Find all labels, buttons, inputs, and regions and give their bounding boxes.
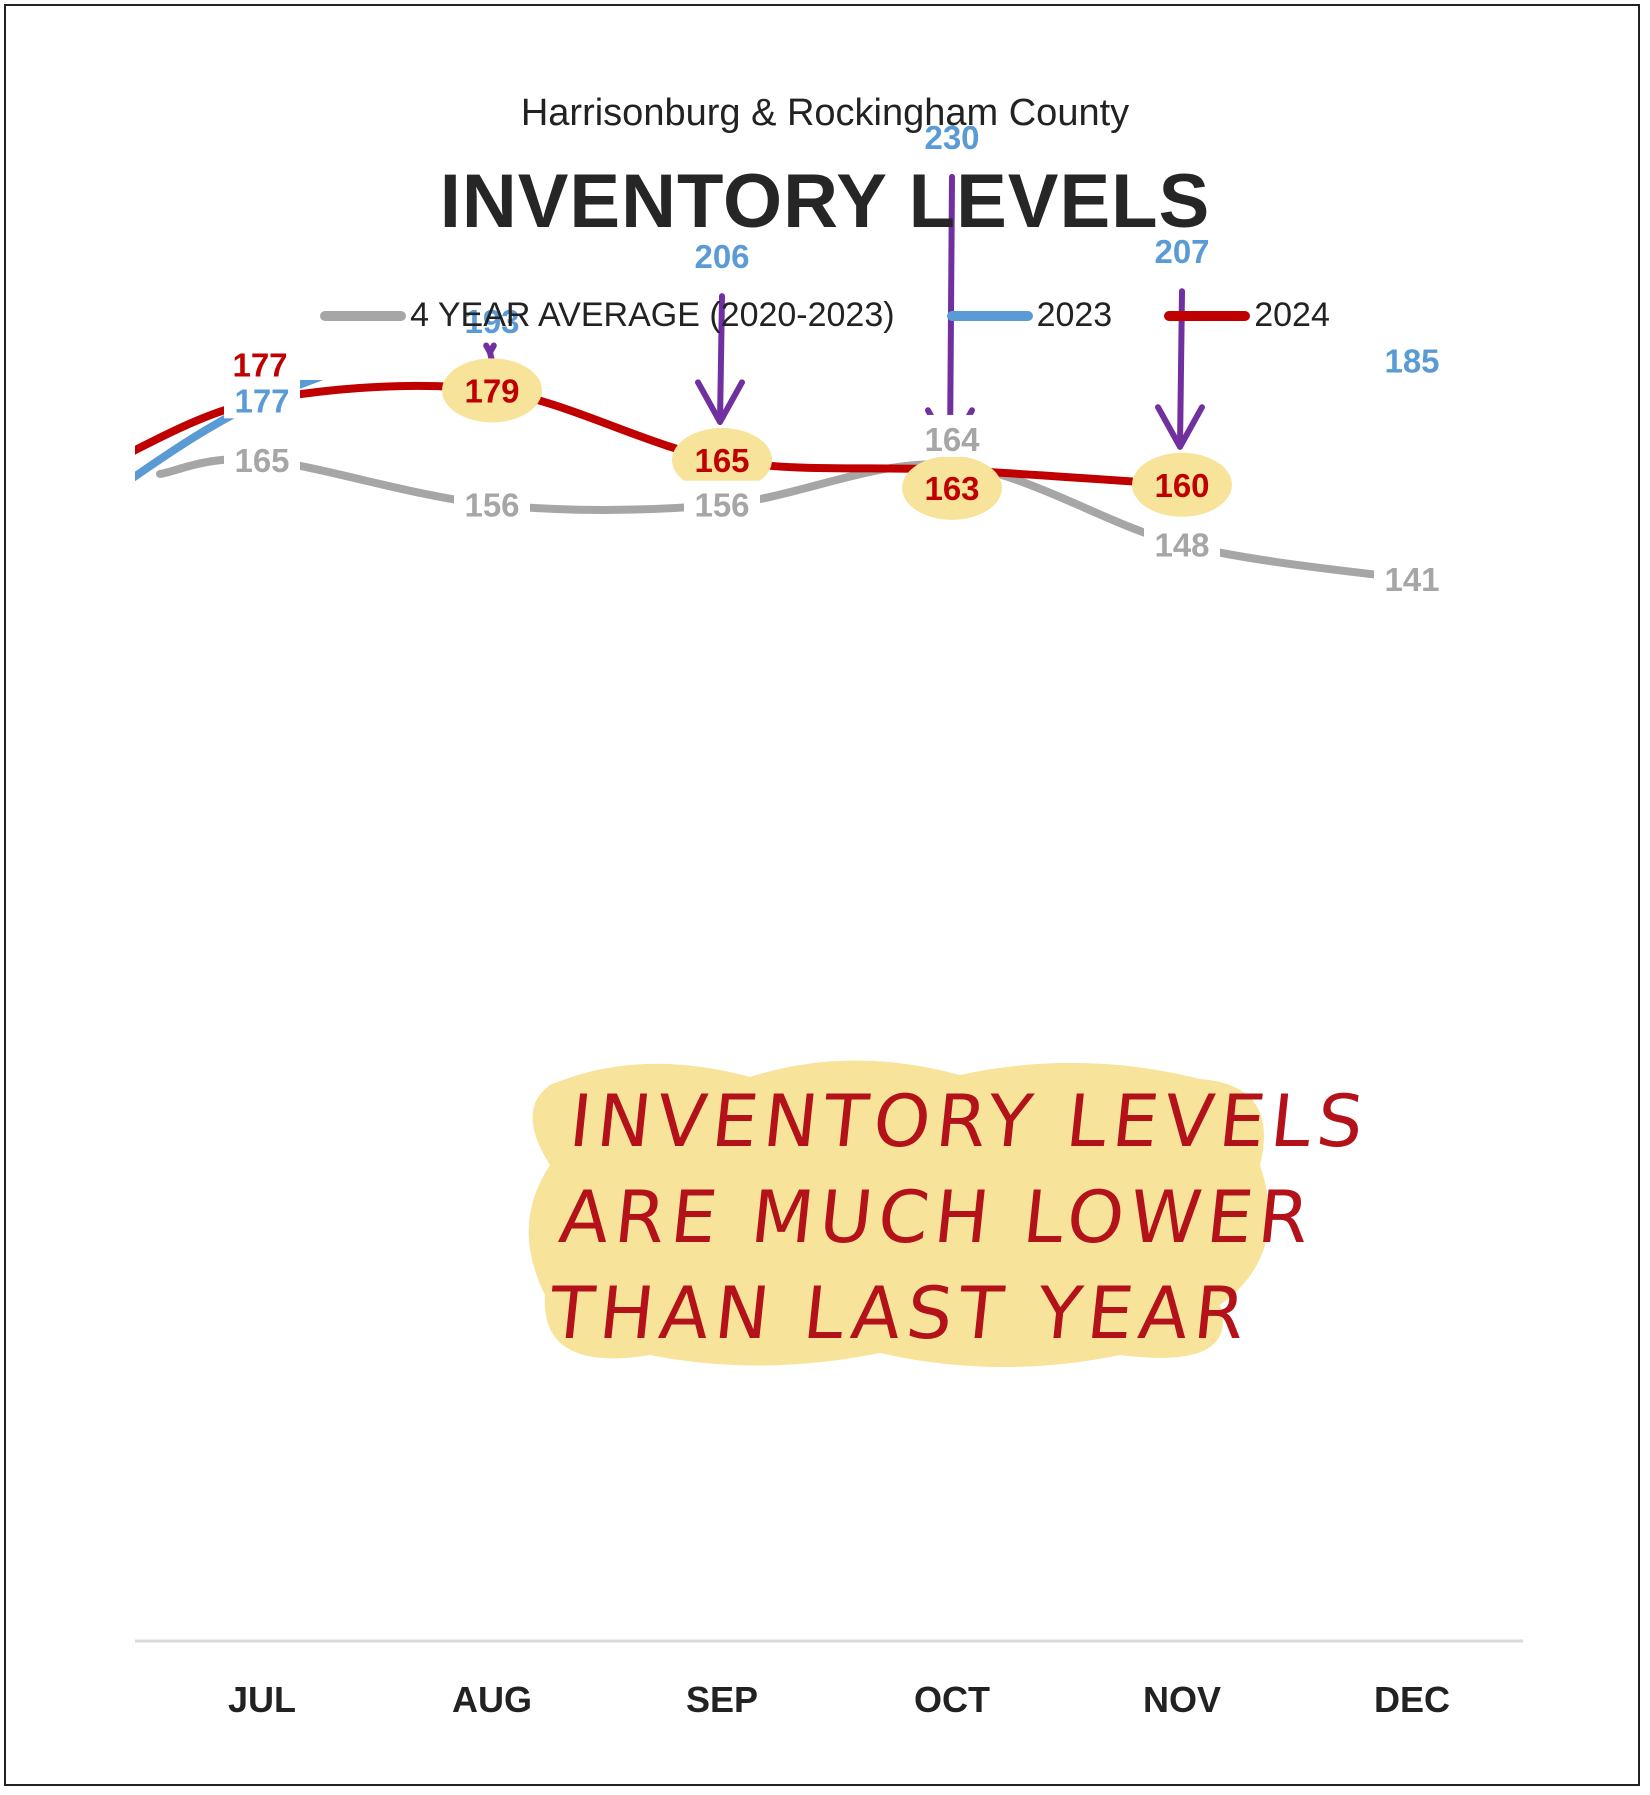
data-label-1-jul: 177 — [234, 382, 289, 419]
data-label-2-jul: 177 — [232, 346, 287, 383]
x-tick-label-aug: AUG — [452, 1679, 532, 1720]
data-label-backing — [1374, 555, 1450, 598]
annotation-line-3: THAN LAST YEAR — [545, 1271, 1255, 1355]
chart-frame — [4, 4, 1640, 1786]
data-label-backing — [1144, 520, 1220, 563]
data-label-1-nov: 207 — [1154, 233, 1209, 270]
x-axis: JUL AUG SEP OCT NOV DEC — [135, 1639, 1523, 1720]
legend-label-2023: 2023 — [1036, 296, 1113, 334]
x-tick-label-nov: NOV — [1143, 1679, 1221, 1720]
data-label-2-nov: 160 — [1154, 467, 1209, 504]
legend-label-2024: 2024 — [1254, 296, 1330, 334]
x-tick-label-sep: SEP — [686, 1679, 758, 1720]
data-label-1-oct: 230 — [924, 119, 979, 156]
legend-swatch-2023 — [946, 310, 1033, 321]
data-label-backing — [914, 112, 990, 155]
highlight-blobs — [442, 358, 1232, 520]
data-label-2-aug: 179 — [464, 372, 519, 409]
annotation-line-2: ARE MUCH LOWER — [555, 1175, 1320, 1259]
data-label-1-dec: 185 — [1384, 343, 1439, 380]
data-label-backing — [1144, 227, 1220, 270]
legend-item-2023: 2023 — [946, 296, 1113, 335]
legend-label-average: 4 YEAR AVERAGE (2020-2023) — [410, 296, 895, 334]
annotation-line-1: INVENTORY LEVELS — [565, 1079, 1374, 1163]
data-label-backing — [224, 435, 300, 478]
data-label-backing — [1374, 336, 1450, 379]
data-label-backing — [914, 414, 990, 457]
x-tick-label-dec: DEC — [1374, 1679, 1450, 1720]
data-label-backing — [224, 376, 300, 419]
legend-item-average: 4 YEAR AVERAGE (2020-2023) — [320, 296, 895, 335]
data-label-0-oct: 164 — [924, 421, 980, 458]
data-label-backing — [454, 480, 530, 523]
arrow-sep — [695, 293, 745, 425]
data-label-backing — [454, 296, 530, 339]
data-label-0-nov: 148 — [1154, 526, 1209, 563]
legend-swatch-2024 — [1164, 310, 1251, 321]
data-label-1-aug: 193 — [464, 303, 519, 340]
highlight-blob-nov — [1132, 452, 1232, 517]
x-tick-label-jul: JUL — [228, 1679, 296, 1720]
data-label-1-sep: 206 — [694, 238, 749, 275]
data-label-2-oct: 163 — [924, 470, 979, 507]
data-label-0-aug: 156 — [464, 487, 519, 524]
chart-title: INVENTORY LEVELS — [439, 159, 1211, 244]
data-labels: 165 156 156 164 148 141 177 193 206 230 207 185 177 1… — [222, 112, 1450, 598]
data-label-backing — [222, 340, 298, 383]
highlight-blob-sep — [672, 427, 772, 492]
annotation-highlight — [528, 1060, 1269, 1368]
highlight-blob-oct — [902, 455, 1002, 520]
legend: 4 YEAR AVERAGE (2020-2023) 2023 2024 — [0, 296, 1650, 335]
annotation-text: INVENTORY LEVELS ARE MUCH LOWER THAN LAS… — [545, 1073, 1374, 1361]
highlight-blob-aug — [442, 358, 542, 423]
chart-subtitle: Harrisonburg & Rockingham County — [520, 92, 1130, 134]
data-label-backing — [684, 480, 760, 523]
legend-item-2024: 2024 — [1164, 296, 1330, 335]
legend-swatch-average — [320, 310, 407, 321]
data-label-backing — [684, 232, 760, 275]
x-tick-label-oct: OCT — [914, 1679, 990, 1720]
data-label-0-jul: 165 — [234, 442, 289, 479]
data-label-2-sep: 165 — [694, 442, 749, 479]
data-label-0-dec: 141 — [1384, 561, 1439, 598]
data-label-0-sep: 156 — [694, 487, 749, 524]
